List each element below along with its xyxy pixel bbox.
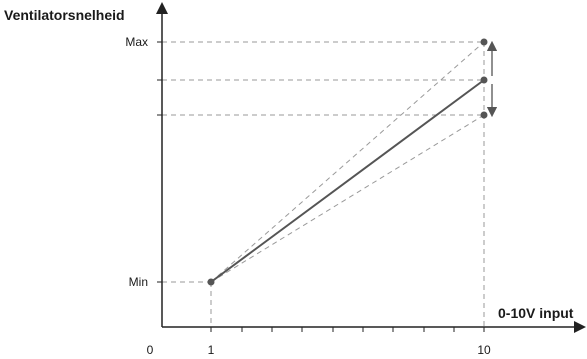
y-label-min: Min (129, 275, 148, 289)
y-label-max: Max (125, 35, 148, 49)
series-main-line (210, 79, 485, 283)
data-points (207, 38, 488, 286)
y-axis-title: Ventilatorsnelheid (4, 7, 125, 23)
x-axis-title: 0-10V input (498, 305, 574, 321)
point-min (207, 278, 215, 286)
x-tick-marks (210, 327, 485, 332)
point-nominal (480, 76, 488, 84)
point-max (480, 38, 488, 46)
x-label-0: 0 (147, 343, 154, 357)
y-tick-marks (157, 41, 162, 283)
x-label-10: 10 (477, 343, 491, 357)
series-lower-line (210, 114, 485, 283)
guide-lines (162, 41, 485, 327)
point-lower (480, 111, 488, 119)
x-label-1: 1 (208, 343, 215, 357)
series-upper-line (210, 41, 485, 283)
